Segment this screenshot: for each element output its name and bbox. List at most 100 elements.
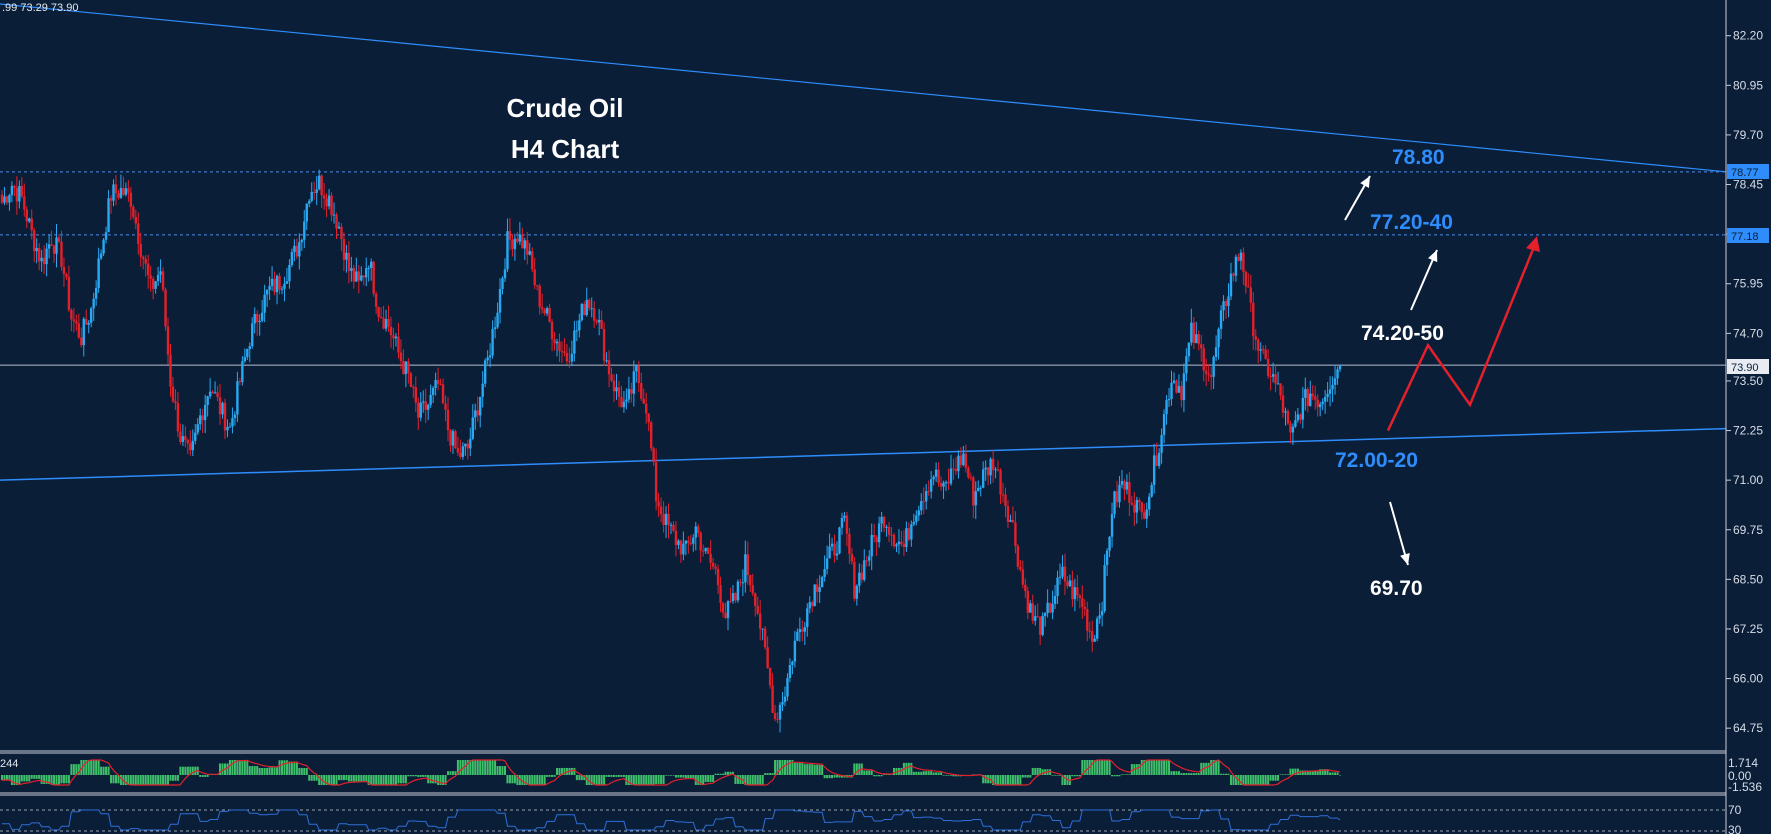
macd-bar <box>761 775 764 785</box>
candle-body <box>223 402 227 431</box>
macd-tick-top: 1.714 <box>1728 756 1758 770</box>
macd-bar <box>1272 775 1275 781</box>
candle-body <box>461 446 465 457</box>
candle-body <box>540 307 544 310</box>
candle-body <box>1148 496 1151 510</box>
candle-body <box>1244 271 1248 287</box>
candle-body <box>218 397 222 415</box>
candle-body <box>251 323 254 347</box>
candle-body <box>1284 411 1287 413</box>
candle-body <box>1016 545 1020 567</box>
macd-bar <box>355 775 358 782</box>
macd-bar <box>888 774 891 775</box>
candle-body <box>897 541 901 545</box>
macd-bar <box>236 760 239 775</box>
macd-bar <box>870 770 873 775</box>
macd-bar <box>283 760 286 775</box>
candle-body <box>1219 310 1223 329</box>
macd-bar <box>261 767 264 775</box>
candle-body <box>414 387 417 403</box>
macd-bar <box>385 775 388 785</box>
macd-bar <box>144 775 147 785</box>
macd-bar <box>28 775 31 782</box>
macd-bar <box>1021 775 1024 778</box>
candle-body <box>409 373 413 387</box>
candle-body <box>275 275 279 293</box>
macd-bar <box>637 775 640 785</box>
candle-body <box>771 685 774 714</box>
candle-body <box>868 556 871 561</box>
candle-body <box>872 534 876 538</box>
macd-bar <box>630 775 633 785</box>
macd-bar <box>588 775 591 785</box>
macd-bar <box>479 760 482 775</box>
candle-body <box>248 346 251 349</box>
candle-body <box>236 381 239 415</box>
candle-body <box>132 207 135 217</box>
candle-body <box>1170 382 1173 399</box>
candle-body <box>627 389 631 400</box>
candle-body <box>739 581 742 583</box>
candle-body <box>583 303 586 315</box>
candle-body <box>563 351 566 353</box>
macd-bar <box>1254 775 1257 785</box>
candle-body <box>30 218 33 231</box>
candle-body <box>412 386 415 388</box>
candle-body <box>1103 564 1106 612</box>
macd-bar <box>734 775 737 784</box>
candle-body <box>8 195 11 203</box>
macd-bar <box>855 763 858 775</box>
macd-bar <box>243 760 246 775</box>
macd-bar <box>917 771 920 775</box>
candle-body <box>377 306 380 317</box>
macd-bar <box>1257 775 1260 785</box>
candle-body <box>791 661 794 666</box>
macd-bar <box>513 775 516 784</box>
candle-body <box>746 554 750 576</box>
candle-body <box>875 537 878 543</box>
candle-body <box>404 361 408 375</box>
candle-body <box>1130 502 1134 505</box>
macd-bar <box>803 764 806 775</box>
candle-body <box>369 261 373 269</box>
candle-body <box>342 239 346 260</box>
macd-bar <box>377 775 380 785</box>
macd-bar <box>744 775 747 785</box>
candle-body <box>137 223 140 244</box>
candle-body <box>1264 349 1267 359</box>
macd-bar <box>585 775 588 785</box>
macd-bar <box>293 761 296 775</box>
macd-bar <box>806 764 809 775</box>
candle-body <box>372 261 375 294</box>
macd-bar <box>263 767 266 775</box>
macd-bar <box>62 775 65 784</box>
candle-body <box>139 243 142 257</box>
macd-bar <box>801 762 804 775</box>
resistance-label: 77.20-40 <box>1370 211 1453 234</box>
macd-bar <box>1096 760 1099 775</box>
macd-bar <box>219 763 222 775</box>
macd-bar <box>556 767 559 775</box>
candle-body <box>454 431 457 449</box>
macd-bar <box>105 766 108 775</box>
candle-body <box>208 391 212 397</box>
macd-bar <box>1232 775 1235 785</box>
candle-body <box>315 189 318 193</box>
macd-bar <box>1163 760 1166 775</box>
macd-bar <box>699 775 702 785</box>
candle-body <box>60 241 63 267</box>
macd-bar <box>238 760 241 775</box>
candle-body <box>1323 397 1327 402</box>
macd-bar <box>1150 760 1153 775</box>
candle-body <box>954 469 958 472</box>
macd-bar <box>1311 770 1314 775</box>
candle-body <box>1279 383 1282 396</box>
candle-body <box>1138 500 1141 503</box>
candle-body <box>986 467 990 476</box>
macd-bar <box>672 775 675 776</box>
macd-bar <box>610 775 613 777</box>
candle-body <box>308 200 311 204</box>
macd-bar <box>139 775 142 785</box>
macd-bar <box>18 775 21 785</box>
macd-bar <box>697 775 700 785</box>
